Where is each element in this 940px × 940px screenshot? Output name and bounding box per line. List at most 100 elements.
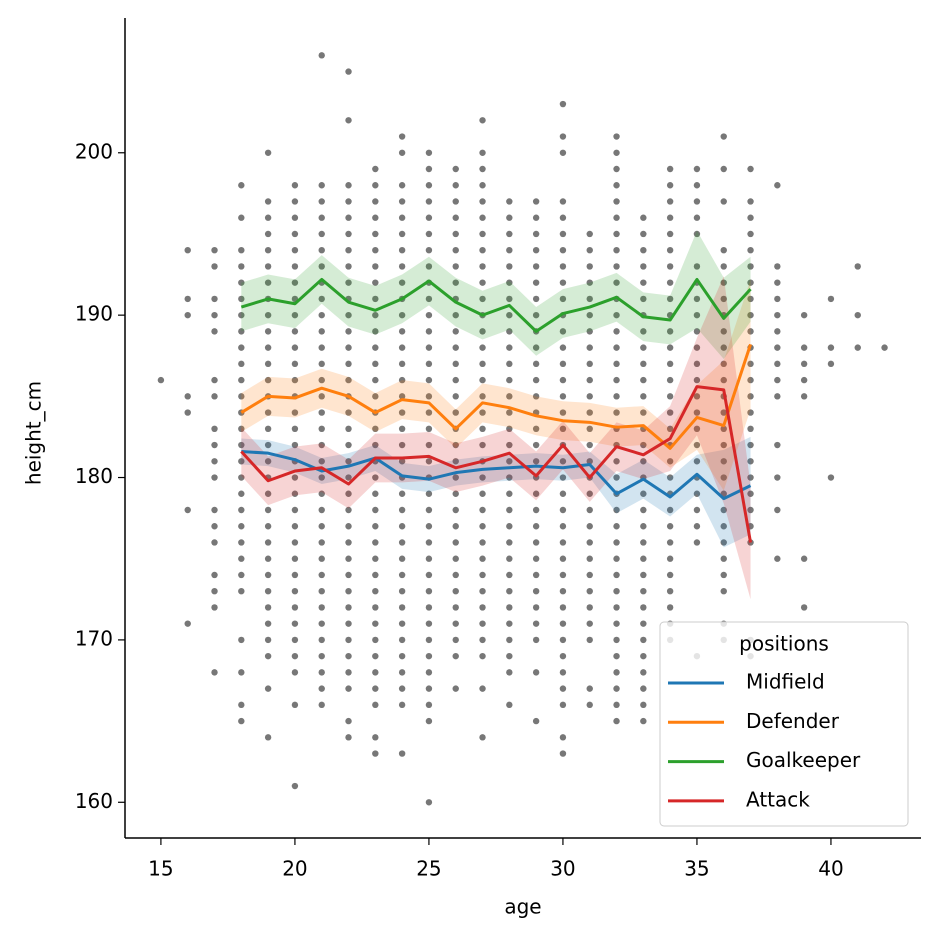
- point: [613, 263, 620, 270]
- point: [640, 246, 647, 254]
- point: [586, 328, 593, 335]
- point: [318, 669, 325, 676]
- point: [264, 571, 272, 579]
- point: [398, 263, 406, 270]
- point: [318, 685, 325, 692]
- point: [559, 133, 567, 140]
- point: [318, 490, 325, 497]
- point: [800, 311, 808, 319]
- point: [827, 360, 835, 368]
- point: [184, 295, 191, 303]
- point: [666, 246, 674, 254]
- point: [559, 620, 567, 627]
- point: [532, 636, 540, 644]
- point: [211, 311, 218, 319]
- point: [693, 295, 701, 303]
- point: [559, 360, 567, 368]
- x-tick-label: 40: [818, 857, 843, 881]
- point: [506, 458, 513, 465]
- point: [425, 539, 433, 546]
- point: [318, 587, 325, 595]
- point: [479, 149, 486, 156]
- point: [479, 620, 486, 627]
- point: [666, 328, 674, 335]
- point: [800, 360, 808, 368]
- point: [479, 344, 486, 351]
- legend-label: Midfield: [746, 670, 825, 694]
- point: [318, 604, 325, 611]
- point: [318, 182, 325, 189]
- point: [238, 441, 245, 449]
- point: [291, 604, 299, 611]
- confidence-band: [241, 276, 751, 600]
- point: [479, 295, 486, 303]
- point: [211, 523, 218, 530]
- point: [425, 490, 433, 497]
- point: [506, 246, 513, 254]
- point: [640, 701, 647, 709]
- point: [318, 263, 325, 270]
- point: [291, 279, 299, 286]
- point: [452, 523, 459, 530]
- point: [425, 669, 433, 676]
- point: [398, 506, 406, 514]
- point: [291, 636, 299, 644]
- point: [211, 376, 218, 384]
- point: [264, 409, 272, 416]
- point: [881, 344, 888, 351]
- point: [238, 669, 245, 676]
- point: [211, 587, 218, 595]
- point: [720, 328, 727, 335]
- point: [425, 555, 433, 562]
- point: [398, 636, 406, 644]
- point: [720, 344, 727, 351]
- point: [532, 620, 540, 627]
- point: [613, 393, 620, 400]
- point: [238, 425, 245, 433]
- point: [157, 376, 165, 384]
- point: [747, 214, 754, 221]
- point: [398, 360, 406, 368]
- point: [827, 295, 835, 303]
- point: [291, 555, 299, 562]
- point: [559, 669, 567, 676]
- point: [211, 571, 218, 579]
- point: [666, 409, 674, 416]
- point: [506, 652, 513, 660]
- point: [640, 441, 647, 449]
- point: [747, 474, 754, 481]
- point: [372, 652, 379, 660]
- point: [318, 474, 325, 481]
- point: [345, 539, 352, 546]
- point: [586, 376, 593, 384]
- point: [532, 587, 540, 595]
- point: [238, 555, 245, 562]
- point: [479, 376, 486, 384]
- point: [372, 295, 379, 303]
- point: [774, 295, 781, 303]
- point: [211, 474, 218, 481]
- point: [479, 393, 486, 400]
- point: [532, 246, 540, 254]
- point: [291, 701, 299, 709]
- point: [693, 490, 701, 497]
- point: [398, 604, 406, 611]
- x-tick-label: 15: [148, 857, 173, 881]
- point: [666, 165, 674, 173]
- point: [506, 474, 513, 481]
- point: [264, 636, 272, 644]
- point: [479, 117, 486, 124]
- point: [264, 263, 272, 270]
- point: [640, 669, 647, 676]
- point: [800, 376, 808, 384]
- point: [372, 506, 379, 514]
- point: [479, 523, 486, 530]
- point: [613, 409, 620, 416]
- point: [452, 214, 459, 221]
- point: [372, 587, 379, 595]
- point: [291, 506, 299, 514]
- point: [532, 344, 540, 351]
- point: [559, 701, 567, 709]
- point: [291, 474, 299, 481]
- point: [747, 360, 754, 368]
